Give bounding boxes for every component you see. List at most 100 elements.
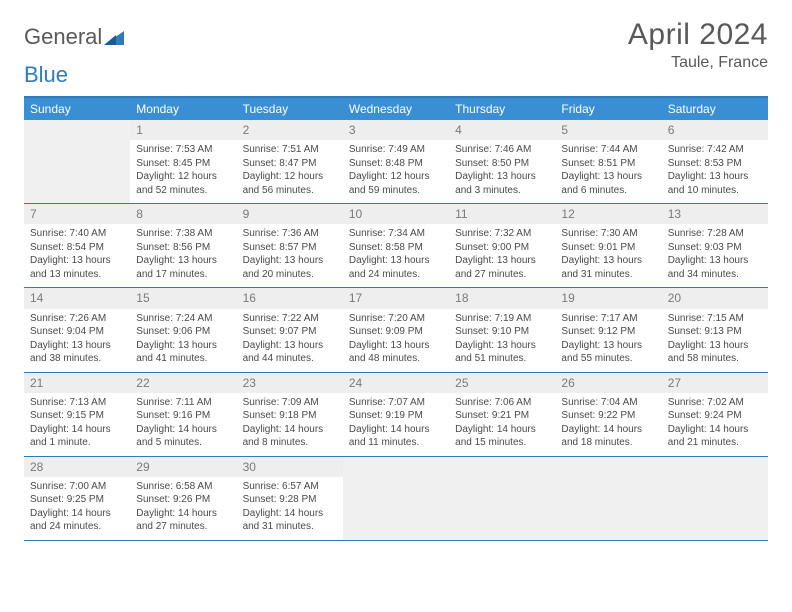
weekday-header-row: SundayMondayTuesdayWednesdayThursdayFrid… xyxy=(24,98,768,120)
sunrise-text: Sunrise: 7:51 AM xyxy=(243,143,337,157)
daylight-text: Daylight: 12 hours and 56 minutes. xyxy=(243,170,337,197)
sunset-text: Sunset: 9:24 PM xyxy=(668,409,762,423)
calendar-page: General April 2024 Taule, France Blue Su… xyxy=(0,0,792,541)
daylight-text: Daylight: 13 hours and 51 minutes. xyxy=(455,339,549,366)
day-number: 14 xyxy=(24,288,130,308)
logo-word-1: General xyxy=(24,24,102,50)
sunset-text: Sunset: 8:54 PM xyxy=(30,241,124,255)
day-number: 4 xyxy=(449,120,555,140)
calendar-cell: 14 Sunrise: 7:26 AMSunset: 9:04 PMDayligh… xyxy=(24,288,130,371)
daylight-text: Daylight: 12 hours and 59 minutes. xyxy=(349,170,443,197)
sunset-text: Sunset: 8:45 PM xyxy=(136,157,230,171)
day-number: 5 xyxy=(555,120,661,140)
sunset-text: Sunset: 9:04 PM xyxy=(30,325,124,339)
day-number: 16 xyxy=(237,288,343,308)
sunrise-text: Sunrise: 7:44 AM xyxy=(561,143,655,157)
day-number: 24 xyxy=(343,373,449,393)
daylight-text: Daylight: 13 hours and 55 minutes. xyxy=(561,339,655,366)
daylight-text: Daylight: 13 hours and 41 minutes. xyxy=(136,339,230,366)
calendar-cell: 4 Sunrise: 7:46 AMSunset: 8:50 PMDaylight… xyxy=(449,120,555,203)
weekday-header-cell: Sunday xyxy=(24,98,130,120)
daylight-text: Daylight: 14 hours and 21 minutes. xyxy=(668,423,762,450)
day-number: 11 xyxy=(449,204,555,224)
month-title: April 2024 xyxy=(628,18,768,52)
weekday-header-cell: Wednesday xyxy=(343,98,449,120)
sunrise-text: Sunrise: 7:36 AM xyxy=(243,227,337,241)
sunset-text: Sunset: 8:48 PM xyxy=(349,157,443,171)
sunset-text: Sunset: 9:09 PM xyxy=(349,325,443,339)
sunrise-text: Sunrise: 7:13 AM xyxy=(30,396,124,410)
sunset-text: Sunset: 9:01 PM xyxy=(561,241,655,255)
sunset-text: Sunset: 9:12 PM xyxy=(561,325,655,339)
calendar-cell: 9Sunrise: 7:36 AMSunset: 8:57 PMDaylight… xyxy=(237,204,343,287)
day-number: 1 xyxy=(130,120,236,140)
sunrise-text: Sunrise: 7:15 AM xyxy=(668,312,762,326)
daylight-text: Daylight: 14 hours and 27 minutes. xyxy=(136,507,230,534)
daylight-text: Daylight: 13 hours and 3 minutes. xyxy=(455,170,549,197)
sunrise-text: Sunrise: 7:11 AM xyxy=(136,396,230,410)
day-number: 13 xyxy=(662,204,768,224)
calendar-week-row: 21Sunrise: 7:13 AMSunset: 9:15 PMDayligh… xyxy=(24,373,768,457)
day-number: 20 xyxy=(662,288,768,308)
calendar-grid: SundayMondayTuesdayWednesdayThursdayFrid… xyxy=(24,96,768,541)
weekday-header-cell: Friday xyxy=(555,98,661,120)
calendar-cell: 28Sunrise: 7:00 AMSunset: 9:25 PMDayligh… xyxy=(24,457,130,540)
calendar-cell: 7Sunrise: 7:40 AMSunset: 8:54 PMDaylight… xyxy=(24,204,130,287)
weekday-header-cell: Monday xyxy=(130,98,236,120)
calendar-cell-empty xyxy=(343,457,449,540)
sunset-text: Sunset: 9:22 PM xyxy=(561,409,655,423)
sunset-text: Sunset: 8:50 PM xyxy=(455,157,549,171)
calendar-cell-empty xyxy=(24,120,130,203)
daylight-text: Daylight: 13 hours and 31 minutes. xyxy=(561,254,655,281)
day-number: 8 xyxy=(130,204,236,224)
sunset-text: Sunset: 8:56 PM xyxy=(136,241,230,255)
day-number: 21 xyxy=(24,373,130,393)
sunset-text: Sunset: 9:26 PM xyxy=(136,493,230,507)
sunrise-text: Sunrise: 7:02 AM xyxy=(668,396,762,410)
calendar-week-row: 28Sunrise: 7:00 AMSunset: 9:25 PMDayligh… xyxy=(24,457,768,541)
calendar-cell: 6Sunrise: 7:42 AMSunset: 8:53 PMDaylight… xyxy=(662,120,768,203)
weekday-header-cell: Thursday xyxy=(449,98,555,120)
title-block: April 2024 Taule, France xyxy=(628,18,768,72)
sunrise-text: Sunrise: 7:20 AM xyxy=(349,312,443,326)
calendar-week-row: 7Sunrise: 7:40 AMSunset: 8:54 PMDaylight… xyxy=(24,204,768,288)
sunset-text: Sunset: 9:28 PM xyxy=(243,493,337,507)
day-number: 23 xyxy=(237,373,343,393)
sunrise-text: Sunrise: 7:19 AM xyxy=(455,312,549,326)
daylight-text: Daylight: 13 hours and 48 minutes. xyxy=(349,339,443,366)
calendar-cell: 22Sunrise: 7:11 AMSunset: 9:16 PMDayligh… xyxy=(130,373,236,456)
weekday-header-cell: Tuesday xyxy=(237,98,343,120)
calendar-cell: 2Sunrise: 7:51 AMSunset: 8:47 PMDaylight… xyxy=(237,120,343,203)
weeks-container: 1 Sunrise: 7:53 AMSunset: 8:45 PM Daylight… xyxy=(24,120,768,541)
location-label: Taule, France xyxy=(628,54,768,72)
sunset-text: Sunset: 9:18 PM xyxy=(243,409,337,423)
day-number: 25 xyxy=(449,373,555,393)
day-number: 6 xyxy=(662,120,768,140)
sunrise-text: Sunrise: 7:24 AM xyxy=(136,312,230,326)
daylight-text: Daylight: 13 hours and 20 minutes. xyxy=(243,254,337,281)
sunset-text: Sunset: 9:03 PM xyxy=(668,241,762,255)
calendar-cell: 19Sunrise: 7:17 AMSunset: 9:12 PMDayligh… xyxy=(555,288,661,371)
daylight-text: Daylight: 14 hours and 8 minutes. xyxy=(243,423,337,450)
sunrise-text: Sunrise: 7:46 AM xyxy=(455,143,549,157)
calendar-cell: 25Sunrise: 7:06 AMSunset: 9:21 PMDayligh… xyxy=(449,373,555,456)
sunrise-text: Sunrise: 7:32 AM xyxy=(455,227,549,241)
daylight-text: Daylight: 13 hours and 58 minutes. xyxy=(668,339,762,366)
daylight-text: Daylight: 13 hours and 27 minutes. xyxy=(455,254,549,281)
sunrise-text: Sunrise: 7:34 AM xyxy=(349,227,443,241)
sunrise-text: Sunrise: 7:26 AM xyxy=(30,312,124,326)
sunrise-text: Sunrise: 7:09 AM xyxy=(243,396,337,410)
sunrise-text: Sunrise: 7:07 AM xyxy=(349,396,443,410)
day-number: 2 xyxy=(237,120,343,140)
sunrise-text: Sunrise: 7:53 AM xyxy=(136,143,230,157)
calendar-cell: 12Sunrise: 7:30 AMSunset: 9:01 PMDayligh… xyxy=(555,204,661,287)
calendar-cell: 3Sunrise: 7:49 AMSunset: 8:48 PMDaylight… xyxy=(343,120,449,203)
sunrise-text: Sunrise: 7:40 AM xyxy=(30,227,124,241)
daylight-text: Daylight: 14 hours and 24 minutes. xyxy=(30,507,124,534)
daylight-text: Daylight: 13 hours and 24 minutes. xyxy=(349,254,443,281)
sunset-text: Sunset: 9:25 PM xyxy=(30,493,124,507)
daylight-text: Daylight: 13 hours and 38 minutes. xyxy=(30,339,124,366)
sunset-text: Sunset: 9:13 PM xyxy=(668,325,762,339)
daylight-text: Daylight: 14 hours and 11 minutes. xyxy=(349,423,443,450)
weekday-header-cell: Saturday xyxy=(662,98,768,120)
